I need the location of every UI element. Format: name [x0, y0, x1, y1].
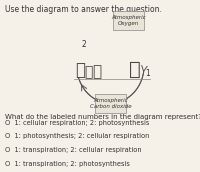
FancyBboxPatch shape: [113, 11, 144, 30]
Text: O  1: transpiration; 2: cellular respiration: O 1: transpiration; 2: cellular respirat…: [5, 147, 141, 153]
Text: O  1: photosynthesis; 2: cellular respiration: O 1: photosynthesis; 2: cellular respira…: [5, 133, 149, 139]
Text: 🌳: 🌳: [75, 61, 85, 79]
Text: 🌳: 🌳: [92, 64, 101, 79]
Text: O  1: cellular respiration; 2: photosynthesis: O 1: cellular respiration; 2: photosynth…: [5, 120, 149, 126]
Text: Atmospheric
Oxygen: Atmospheric Oxygen: [112, 15, 146, 26]
Text: What do the labeled numbers in the diagram represent?: What do the labeled numbers in the diagr…: [5, 114, 200, 120]
Text: 2: 2: [82, 40, 87, 49]
Text: 1: 1: [145, 69, 150, 78]
Text: Use the diagram to answer the question.: Use the diagram to answer the question.: [5, 5, 161, 14]
Text: Atmospheric
Carbon dioxide: Atmospheric Carbon dioxide: [90, 98, 131, 109]
FancyBboxPatch shape: [95, 94, 126, 113]
Text: 🌳: 🌳: [85, 65, 93, 79]
Text: 🌳: 🌳: [129, 60, 141, 79]
Text: O  1: transpiration; 2: photosynthesis: O 1: transpiration; 2: photosynthesis: [5, 161, 129, 167]
